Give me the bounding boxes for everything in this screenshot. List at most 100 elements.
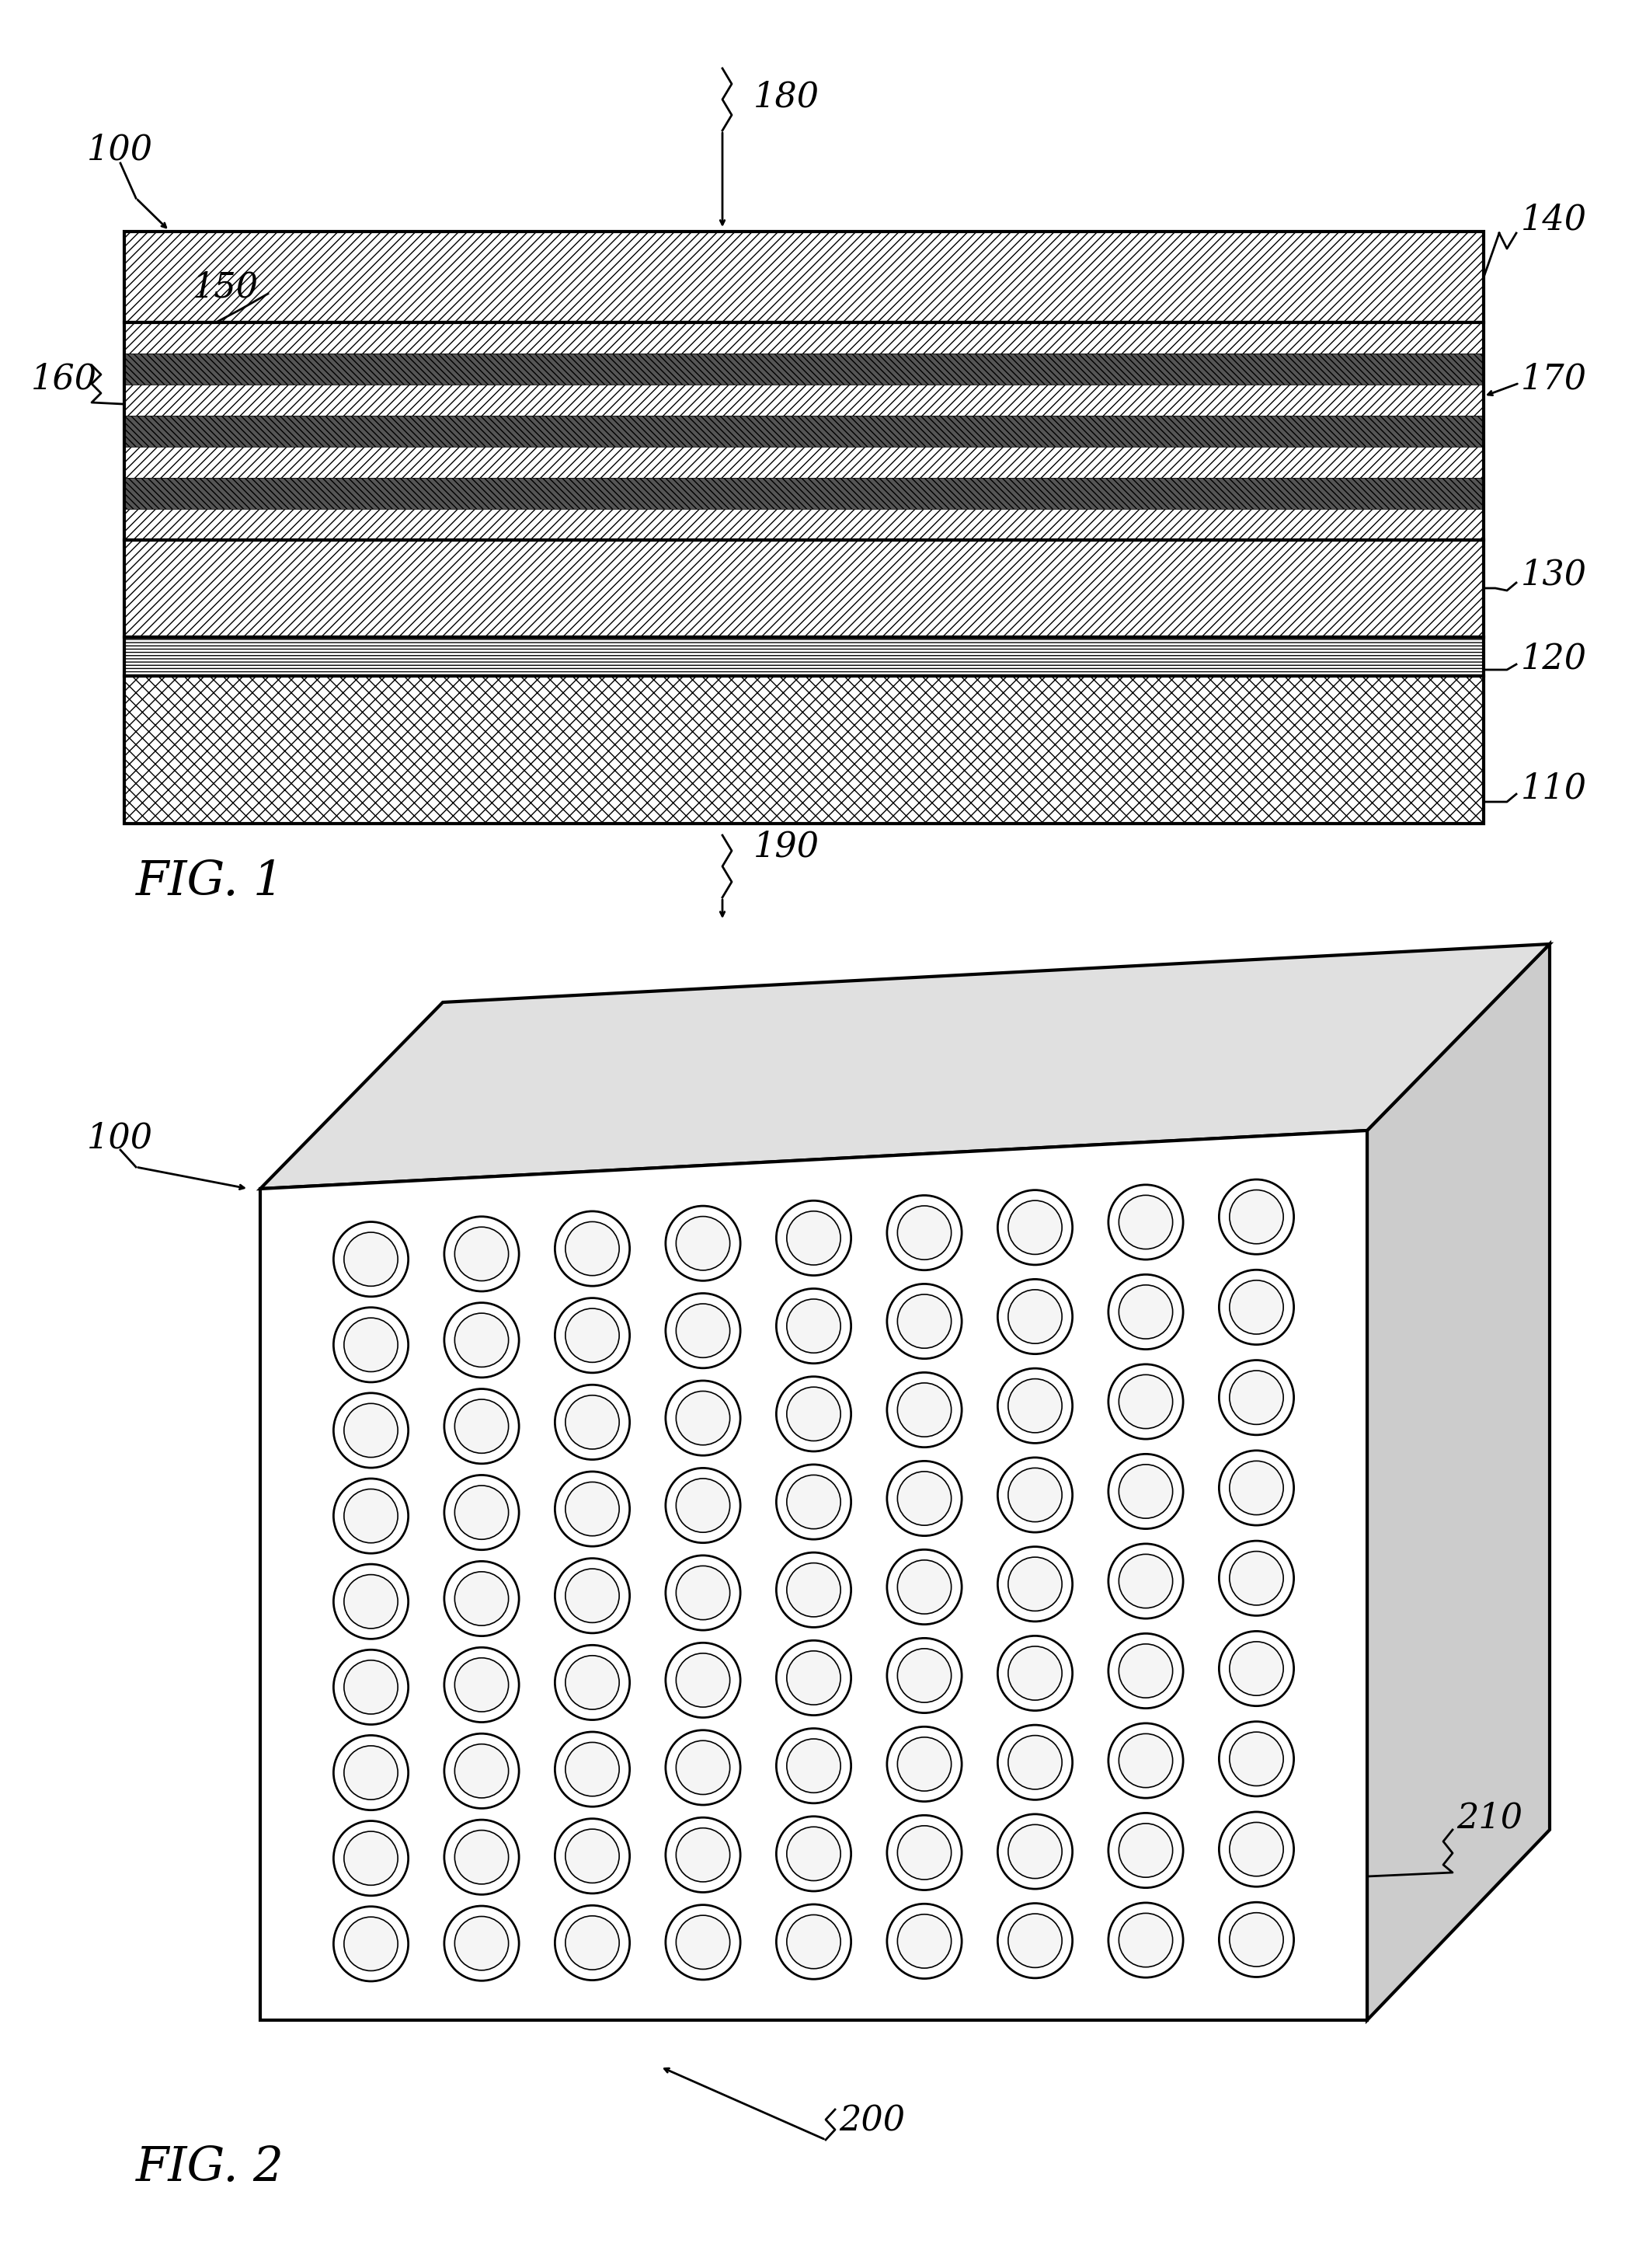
Circle shape — [898, 1383, 951, 1438]
Circle shape — [1008, 1379, 1062, 1433]
Circle shape — [1008, 1200, 1062, 1254]
Circle shape — [333, 1565, 408, 1640]
Circle shape — [675, 1304, 729, 1359]
Circle shape — [787, 1388, 841, 1440]
Circle shape — [333, 1222, 408, 1297]
Circle shape — [1008, 1647, 1062, 1701]
Circle shape — [1119, 1733, 1172, 1787]
Circle shape — [1219, 1270, 1293, 1345]
Circle shape — [1108, 1454, 1183, 1529]
Circle shape — [1229, 1191, 1283, 1243]
Circle shape — [887, 1903, 962, 1978]
Circle shape — [333, 1735, 408, 1810]
Circle shape — [665, 1642, 741, 1717]
Text: 120: 120 — [1521, 642, 1587, 676]
Circle shape — [1229, 1279, 1283, 1334]
Circle shape — [1219, 1179, 1293, 1254]
Circle shape — [1008, 1290, 1062, 1343]
Circle shape — [675, 1216, 729, 1270]
Text: 160: 160 — [31, 363, 97, 397]
Circle shape — [1219, 1540, 1293, 1615]
Circle shape — [787, 1740, 841, 1792]
Circle shape — [333, 1821, 408, 1896]
Circle shape — [565, 1395, 620, 1449]
Circle shape — [887, 1195, 962, 1270]
Circle shape — [998, 1458, 1072, 1533]
Circle shape — [998, 1368, 1072, 1442]
Circle shape — [454, 1399, 508, 1454]
Circle shape — [777, 1554, 851, 1626]
Circle shape — [1108, 1724, 1183, 1799]
Circle shape — [556, 1211, 629, 1286]
Circle shape — [1219, 1721, 1293, 1796]
Circle shape — [1229, 1642, 1283, 1696]
Circle shape — [675, 1390, 729, 1445]
Circle shape — [898, 1560, 951, 1615]
Circle shape — [665, 1381, 741, 1456]
Circle shape — [898, 1737, 951, 1792]
Text: 190: 190 — [754, 830, 820, 864]
Circle shape — [333, 1649, 408, 1724]
Circle shape — [333, 1479, 408, 1554]
Circle shape — [454, 1227, 508, 1281]
Text: 110: 110 — [1521, 771, 1587, 805]
Circle shape — [344, 1746, 398, 1799]
Bar — [125, 479, 1483, 508]
Circle shape — [887, 1372, 962, 1447]
Text: 140: 140 — [1521, 204, 1587, 236]
Circle shape — [1008, 1823, 1062, 1878]
Circle shape — [454, 1572, 508, 1626]
Circle shape — [777, 1817, 851, 1892]
Circle shape — [344, 1318, 398, 1372]
Circle shape — [1108, 1184, 1183, 1259]
Circle shape — [454, 1486, 508, 1540]
Text: 200: 200 — [839, 2105, 905, 2139]
Polygon shape — [261, 1129, 1367, 2021]
Circle shape — [454, 1830, 508, 1885]
Circle shape — [1119, 1914, 1172, 1966]
Circle shape — [344, 1490, 398, 1542]
Circle shape — [777, 1905, 851, 1980]
Circle shape — [887, 1461, 962, 1535]
Circle shape — [675, 1740, 729, 1794]
Circle shape — [675, 1565, 729, 1619]
Circle shape — [777, 1200, 851, 1275]
Circle shape — [565, 1916, 620, 1969]
Circle shape — [444, 1733, 520, 1808]
Circle shape — [444, 1216, 520, 1290]
Circle shape — [998, 1191, 1072, 1266]
Circle shape — [898, 1472, 951, 1526]
Circle shape — [444, 1302, 520, 1377]
Circle shape — [556, 1733, 629, 1808]
Circle shape — [333, 1306, 408, 1381]
Circle shape — [887, 1549, 962, 1624]
Bar — [125, 508, 1483, 540]
Circle shape — [344, 1232, 398, 1286]
Text: FIG. 2: FIG. 2 — [136, 2146, 284, 2191]
Circle shape — [998, 1635, 1072, 1710]
Circle shape — [675, 1653, 729, 1708]
Circle shape — [898, 1826, 951, 1880]
Bar — [125, 322, 1483, 540]
Text: 100: 100 — [87, 134, 152, 168]
Bar — [125, 386, 1483, 415]
Circle shape — [1008, 1558, 1062, 1610]
Bar — [125, 447, 1483, 479]
Circle shape — [565, 1222, 620, 1275]
Circle shape — [1108, 1633, 1183, 1708]
Circle shape — [1119, 1465, 1172, 1517]
Circle shape — [344, 1830, 398, 1885]
Circle shape — [665, 1556, 741, 1631]
Text: FIG. 1: FIG. 1 — [136, 860, 284, 905]
Circle shape — [777, 1640, 851, 1715]
Text: 170: 170 — [1521, 363, 1587, 397]
Circle shape — [787, 1474, 841, 1529]
Circle shape — [998, 1547, 1072, 1622]
Bar — [125, 322, 1483, 354]
Text: 150: 150 — [193, 270, 259, 304]
Circle shape — [887, 1726, 962, 1801]
Circle shape — [777, 1465, 851, 1540]
Circle shape — [787, 1211, 841, 1266]
Circle shape — [565, 1309, 620, 1363]
Circle shape — [777, 1288, 851, 1363]
